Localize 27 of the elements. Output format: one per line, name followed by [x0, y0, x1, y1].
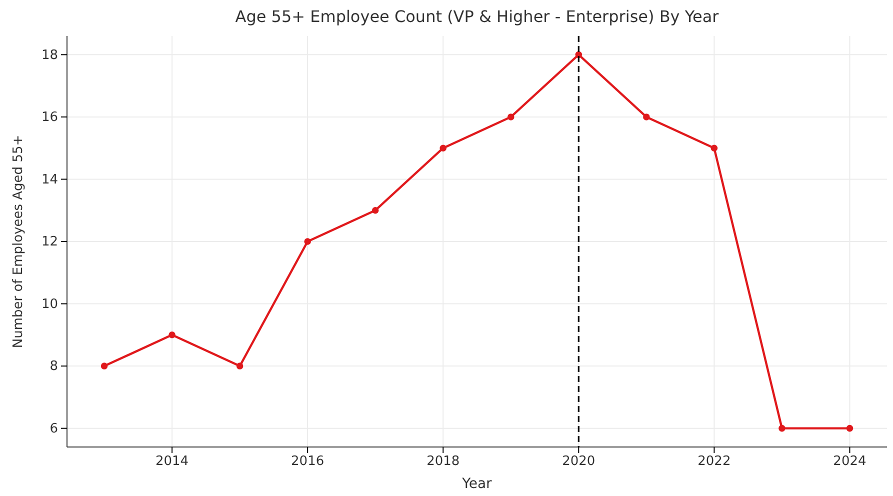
chart-title: Age 55+ Employee Count (VP & Higher - Enterprise) By Year: [235, 7, 720, 26]
point: [372, 206, 379, 214]
y-tick-label: 12: [41, 234, 58, 250]
point: [778, 424, 786, 432]
point: [100, 362, 108, 370]
point: [643, 114, 650, 120]
y-axis-title: Number of Employees Aged 55+: [11, 134, 26, 348]
x-axis-title: Year: [461, 476, 492, 492]
x-tick-label: 2016: [291, 454, 324, 470]
point: [304, 238, 311, 245]
y-tick-label: 10: [41, 296, 58, 312]
x-tick-label: 2024: [833, 454, 866, 470]
x-tick-label: 2022: [698, 454, 731, 470]
y-tick-label: 14: [41, 172, 58, 188]
x-tick-label: 2018: [426, 454, 460, 470]
y-tick-label: 18: [41, 48, 58, 63]
point: [508, 114, 514, 120]
point: [440, 144, 446, 152]
x-tick-label: 2014: [155, 454, 189, 470]
point: [846, 424, 854, 432]
y-tick-label: 16: [41, 110, 58, 126]
point: [710, 144, 718, 152]
point: [168, 332, 176, 338]
x-tick-label: 2020: [562, 454, 596, 470]
y-tick-label: 8: [50, 359, 58, 374]
y-tick-label: 6: [50, 421, 58, 436]
point: [236, 362, 244, 370]
